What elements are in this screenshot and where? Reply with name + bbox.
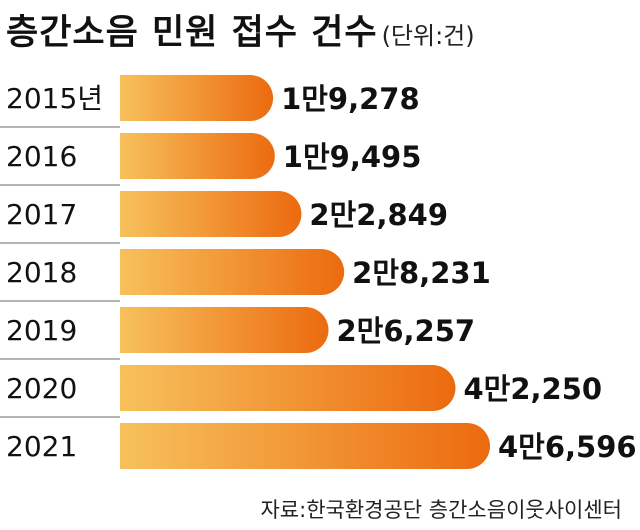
- category-label: 2018: [6, 256, 77, 289]
- bar: [120, 133, 275, 179]
- chart-title: 층간소음 민원 접수 건수: [6, 13, 378, 53]
- bar: [120, 75, 274, 121]
- bar: [120, 191, 302, 237]
- bar: [120, 307, 329, 353]
- value-label: 1만9,495: [283, 140, 422, 174]
- unit-label: (단위:건): [381, 22, 475, 50]
- source-note: 자료:한국환경공단 층간소음이웃사이센터: [260, 498, 622, 522]
- value-label: 1만9,278: [281, 82, 420, 116]
- value-label: 2만2,849: [309, 198, 448, 232]
- value-label: 4만6,596: [498, 430, 637, 464]
- value-label: 2만8,231: [352, 256, 491, 290]
- category-label: 2021: [6, 430, 77, 463]
- value-label: 4만2,250: [463, 372, 602, 406]
- bar: [120, 423, 490, 469]
- bar: [120, 365, 456, 411]
- category-label: 2015년: [6, 82, 103, 115]
- chart-header: 층간소음 민원 접수 건수 (단위:건): [6, 4, 475, 60]
- category-label: 2016: [6, 140, 77, 173]
- category-label: 2019: [6, 314, 77, 347]
- category-label: 2020: [6, 372, 77, 405]
- bar: [120, 249, 345, 295]
- category-label: 2017: [6, 198, 77, 231]
- value-label: 2만6,257: [336, 314, 475, 348]
- bar-chart: 2015년 1만9,278 2016 1만9,495 2017 2만2,849 2018 2만…: [0, 75, 637, 469]
